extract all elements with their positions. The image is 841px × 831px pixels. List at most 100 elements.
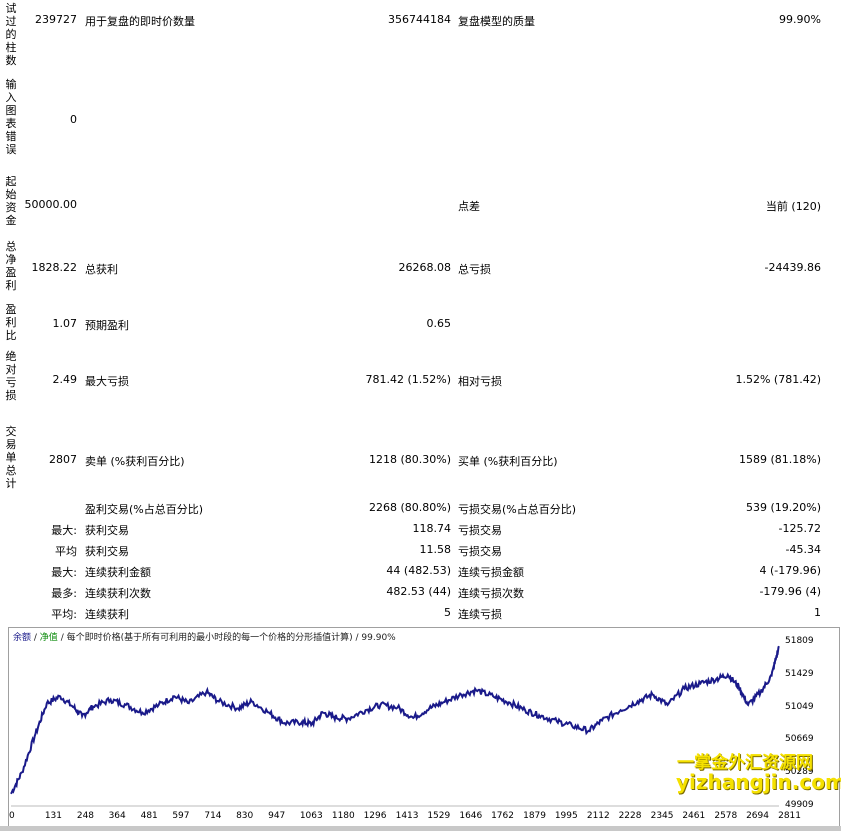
label-chart-errors: 输入图表错误	[5, 78, 17, 156]
legend-quality: 99.90%	[361, 633, 396, 643]
profit-factor-value: 1.07	[52, 317, 78, 330]
x-tick-label: 1413	[395, 811, 419, 821]
short-positions-label: 卖单 (%获利百分比)	[85, 455, 185, 468]
absolute-drawdown-value: 2.49	[52, 373, 78, 386]
stats-row: 最大: 连续获利金额 44 (482.53) 连续亏损金额 4 (-179.96…	[0, 564, 841, 579]
stats-right-label: 连续亏损金额	[458, 566, 524, 579]
x-tick-label: 2461	[682, 811, 706, 821]
y-tick-label: 51809	[785, 636, 814, 646]
x-tick-label: 2578	[714, 811, 738, 821]
expected-payoff-value: 0.65	[426, 317, 452, 330]
x-tick-label: 1180	[331, 811, 355, 821]
chart-canvas	[10, 645, 780, 807]
y-tick-label: 50669	[785, 734, 814, 745]
gross-loss-label: 总亏损	[458, 263, 491, 276]
stats-right-value: -125.72	[778, 522, 821, 535]
x-tick-label: 947	[268, 811, 286, 821]
relative-drawdown-label: 相对亏损	[458, 375, 502, 388]
x-tick-label: 248	[76, 811, 95, 821]
x-tick-label: 1879	[523, 811, 546, 821]
x-tick-label: 597	[172, 811, 190, 821]
label-total-trades: 交易单总计	[5, 425, 17, 490]
stats-right-value: 4 (-179.96)	[759, 564, 821, 577]
total-trades-value: 2807	[49, 453, 77, 466]
stats-row: 平均: 连续获利 5 连续亏损 1	[0, 606, 841, 621]
stats-right-label: 连续亏损	[458, 608, 502, 621]
gross-profit-label: 总获利	[85, 263, 118, 276]
stats-mid-value: 44 (482.53)	[386, 564, 451, 577]
watermark-title: 一掌金外汇资源网	[677, 753, 813, 773]
x-tick-label: 830	[236, 811, 254, 821]
bars-tested-value: 239727	[35, 13, 77, 26]
short-positions-value: 1218 (80.30%)	[368, 453, 451, 466]
long-positions-label: 买单 (%获利百分比)	[458, 455, 558, 468]
x-tick-label: 1063	[299, 811, 323, 821]
x-tick-label: 1646	[459, 811, 483, 821]
gross-loss-value: -24439.86	[764, 261, 821, 274]
stats-mid-value: 11.58	[419, 543, 452, 556]
label-initial-deposit: 起始资金	[5, 175, 17, 227]
x-tick-label: 1296	[363, 811, 387, 821]
maximal-drawdown-label: 最大亏损	[85, 375, 129, 388]
modelling-quality-label: 复盘模型的质量	[458, 15, 535, 28]
x-tick-label: 2112	[586, 811, 610, 821]
stats-row: 平均 获利交易 11.58 亏损交易 -45.34	[0, 543, 841, 558]
x-tick-label: 2694	[746, 811, 769, 821]
initial-deposit-value: 50000.00	[24, 198, 78, 211]
x-tick-label: 131	[44, 811, 63, 821]
long-positions-value: 1589 (81.18%)	[738, 453, 821, 466]
x-tick-label: 481	[140, 811, 158, 821]
stats-prefix: 最大:	[51, 566, 77, 579]
modelling-quality-value: 99.90%	[779, 13, 821, 26]
stats-right-value: 539 (19.20%)	[745, 501, 821, 514]
label-absolute-drawdown: 绝对亏损	[5, 350, 17, 402]
stats-row: 盈利交易(%占总百分比) 2268 (80.80%) 亏损交易(%占总百分比) …	[0, 501, 841, 516]
spread-label: 点差	[458, 200, 480, 213]
bottom-scrollbar[interactable]	[0, 826, 841, 831]
stats-mid-label: 盈利交易(%占总百分比)	[85, 503, 204, 516]
legend-equity: 净值	[39, 633, 58, 643]
y-tick-label: 51049	[785, 701, 814, 712]
stats-mid-label: 获利交易	[85, 545, 129, 558]
legend-text: 每个即时价格(基于所有可利用的最小时段的每一个价格的分形插值计算)	[66, 633, 353, 643]
spread-value: 当前 (120)	[765, 200, 821, 213]
x-tick-label: 0	[9, 811, 15, 821]
label-total-net-profit: 总净盈利	[5, 240, 17, 292]
legend-balance: 余额	[13, 633, 32, 643]
x-tick-label: 1529	[427, 811, 451, 821]
ticks-modelled-label: 用于复盘的即时价数量	[85, 15, 195, 28]
stats-right-label: 亏损交易(%占总百分比)	[458, 503, 577, 516]
stats-right-label: 亏损交易	[458, 524, 502, 537]
balance-series-line	[10, 645, 780, 795]
chart-errors-value: 0	[70, 113, 77, 126]
x-tick-label: 1762	[491, 811, 514, 821]
label-profit-factor: 盈利比	[5, 303, 17, 342]
stats-mid-value: 2268 (80.80%)	[368, 501, 451, 514]
stats-right-value: -179.96 (4)	[759, 585, 821, 598]
gross-profit-value: 26268.08	[398, 261, 452, 274]
ticks-modelled-value: 356744184	[388, 13, 451, 26]
watermark-url: yizhangjin.com	[676, 770, 841, 794]
balance-chart: 余额 / 净值 / 每个即时价格(基于所有可利用的最小时段的每一个价格的分形插值…	[8, 627, 840, 829]
y-tick-label: 49909	[785, 800, 814, 810]
stats-mid-value: 5	[444, 606, 451, 619]
stats-right-value: 1	[814, 606, 821, 619]
stats-right-label: 连续亏损次数	[458, 587, 524, 600]
stats-mid-label: 连续获利	[85, 608, 129, 621]
y-tick-label: 51429	[785, 668, 814, 679]
label-bars-tested: 试过的柱数	[5, 2, 17, 67]
y-tick-label: 50289	[785, 767, 814, 778]
x-tick-label: 364	[108, 811, 126, 821]
stats-mid-value: 482.53 (44)	[386, 585, 451, 598]
relative-drawdown-value: 1.52% (781.42)	[735, 373, 821, 386]
stats-prefix: 平均	[55, 545, 77, 558]
stats-right-label: 亏损交易	[458, 545, 502, 558]
expected-payoff-label: 预期盈利	[85, 319, 129, 332]
stats-mid-label: 获利交易	[85, 524, 129, 537]
maximal-drawdown-value: 781.42 (1.52%)	[365, 373, 451, 386]
stats-prefix: 最大:	[51, 524, 77, 537]
stats-right-value: -45.34	[785, 543, 821, 556]
x-tick-label: 2811	[778, 811, 801, 821]
stats-mid-value: 118.74	[412, 522, 452, 535]
stats-prefix: 平均:	[51, 608, 77, 621]
